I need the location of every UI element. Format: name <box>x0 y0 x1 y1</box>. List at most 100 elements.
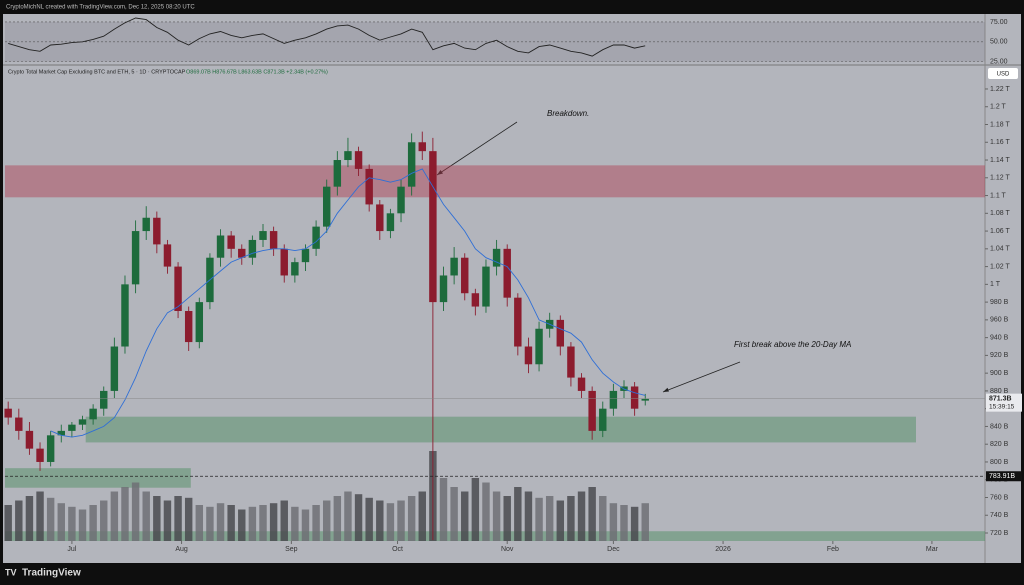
candle-body <box>280 248 288 276</box>
arrow-head <box>663 387 669 392</box>
header: CryptoMichNL created with TradingView.co… <box>6 5 195 11</box>
level-label: 783.91B <box>989 473 1015 480</box>
volume-bar <box>556 500 565 541</box>
volume-bar <box>184 497 193 541</box>
volume-bar <box>397 500 405 541</box>
volume-bar <box>153 496 161 541</box>
zone <box>85 416 916 443</box>
volume-bar <box>131 482 140 541</box>
y-tick-label: 840 B <box>990 423 1009 430</box>
volume-bar <box>100 500 108 541</box>
volume-bar <box>535 497 543 541</box>
rsi-tick-label: 75.00 <box>990 19 1008 26</box>
volume-bar <box>322 500 331 541</box>
y-tick-label: 1.06 T <box>990 228 1010 235</box>
candle-body <box>291 262 299 276</box>
candle-body <box>163 244 172 267</box>
y-tick-label: 1.1 T <box>990 192 1007 199</box>
zone <box>5 468 191 488</box>
candle-body <box>25 430 34 449</box>
currency-box[interactable] <box>988 68 1018 79</box>
x-tick-label: 2026 <box>715 546 731 553</box>
volume-bar <box>588 487 596 541</box>
candle-body <box>418 142 426 152</box>
annotation: Breakdown. <box>547 109 589 118</box>
candle-body <box>407 142 416 187</box>
candle-body <box>15 417 23 431</box>
candle-body <box>450 257 458 276</box>
x-tick-label: Jul <box>67 546 76 553</box>
volume-bar <box>227 505 235 541</box>
y-tick-label: 1.02 T <box>990 263 1010 270</box>
volume-bar <box>259 505 267 541</box>
y-tick-label: 760 B <box>990 494 1009 501</box>
x-tick-label: Mar <box>926 546 939 553</box>
volume-bar <box>503 496 511 541</box>
volume-bar <box>599 496 607 541</box>
volume-bar <box>641 503 649 541</box>
candle-body <box>227 235 235 249</box>
candle-body <box>397 186 405 214</box>
candle-body <box>110 346 119 391</box>
volume-bar <box>514 487 522 541</box>
volume-bar <box>312 505 320 541</box>
candle-body <box>333 160 342 187</box>
volume-bar <box>25 496 34 541</box>
volume-bar <box>482 482 490 541</box>
candle-body <box>567 346 575 378</box>
candle-body <box>630 386 639 409</box>
candle-body <box>78 419 87 425</box>
x-tick-label: Nov <box>501 546 514 553</box>
candle-body <box>68 424 76 431</box>
ma-line <box>50 168 646 438</box>
y-tick-label: 980 B <box>990 299 1009 306</box>
candle-body <box>588 390 596 431</box>
candle-body <box>36 448 44 462</box>
volume-bar <box>407 496 416 541</box>
zone <box>5 165 985 198</box>
volume-bar <box>248 506 257 541</box>
candle-body <box>312 226 320 249</box>
level-box <box>986 471 1022 482</box>
candle-body <box>301 248 310 263</box>
candle-body <box>599 408 607 431</box>
volume-bar <box>376 500 384 541</box>
candle-body <box>184 310 193 343</box>
volume-bar <box>545 496 554 541</box>
rsi-tick-label: 25.00 <box>990 58 1008 65</box>
candle-body <box>535 328 543 365</box>
y-tick-label: 1.16 T <box>990 139 1010 146</box>
ohlc-legend: O869.07B H876.67B L863.63B C871.3B +2.34… <box>186 69 328 75</box>
x-tick-label: Oct <box>392 546 403 553</box>
volume-bar <box>418 491 426 541</box>
last-price-box <box>986 393 1022 412</box>
currency[interactable]: USD <box>997 72 1010 78</box>
x-tick-label: Aug <box>175 546 188 553</box>
volume-bar <box>68 506 76 541</box>
volume-bar <box>216 503 225 541</box>
candle-body <box>471 293 480 307</box>
candle-body <box>322 186 331 227</box>
volume-bar <box>492 491 501 541</box>
candle-body <box>354 151 363 169</box>
volume-bar <box>174 496 182 541</box>
candle-body <box>57 430 65 436</box>
volume-bar <box>471 478 480 541</box>
candle-body <box>142 217 150 232</box>
brand-logo: TV <box>5 567 17 577</box>
candle-body <box>482 266 490 307</box>
y-tick-label: 1.12 T <box>990 175 1010 182</box>
volume-bar <box>577 491 586 541</box>
y-tick-label: 920 B <box>990 352 1009 359</box>
volume-bar <box>280 500 288 541</box>
y-tick-label: 1.08 T <box>990 210 1010 217</box>
volume-bar <box>163 500 172 541</box>
volume-bar <box>15 500 23 541</box>
candle-body <box>524 346 533 365</box>
volume-bar <box>333 496 342 541</box>
candle-body <box>439 275 448 303</box>
chart-title: Crypto Total Market Cap Excluding BTC an… <box>8 69 186 75</box>
volume-bar <box>4 505 12 541</box>
candle-body <box>259 231 267 240</box>
y-tick-label: 800 B <box>990 459 1009 466</box>
